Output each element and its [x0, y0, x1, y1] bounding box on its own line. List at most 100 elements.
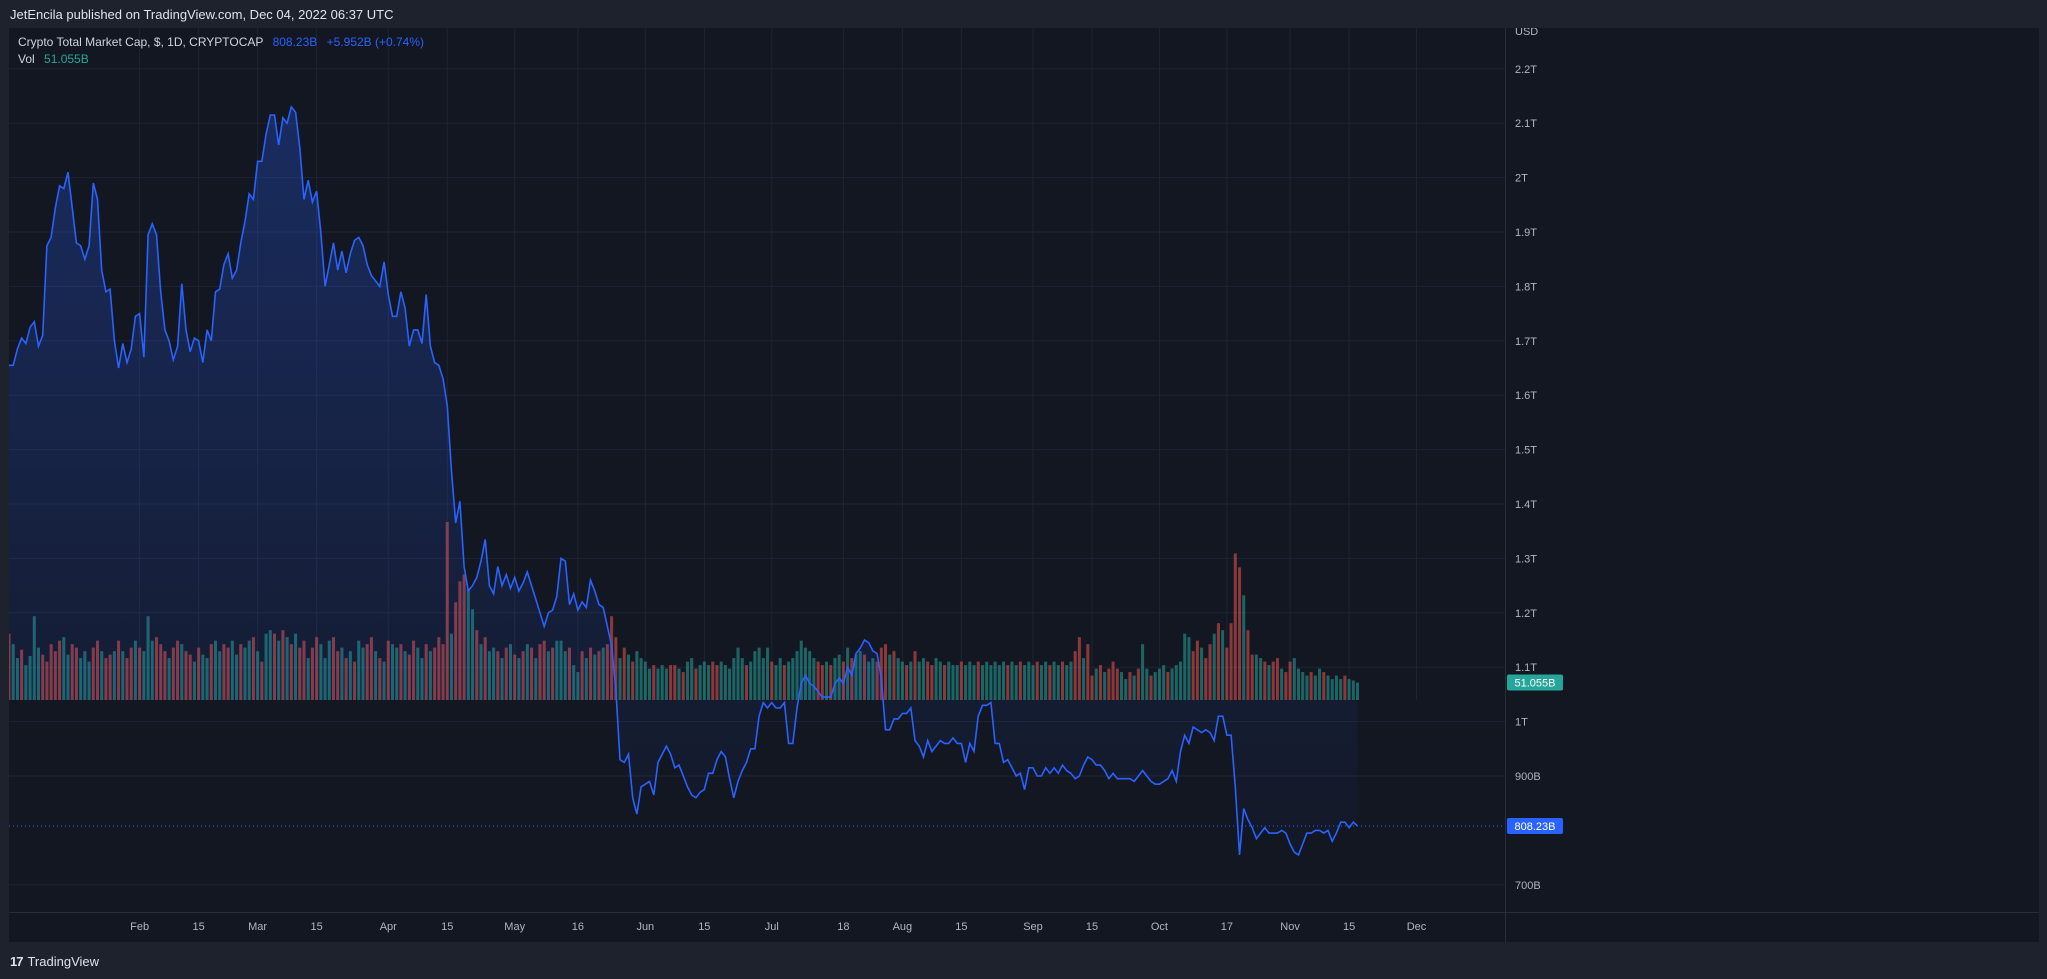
volume-legend[interactable]: Vol 51.055B [18, 52, 89, 66]
volume-bar [1275, 658, 1279, 700]
volume-bar [1339, 679, 1343, 700]
price-area-fill [9, 106, 1358, 855]
volume-bar [905, 665, 909, 700]
volume-bar [761, 658, 765, 700]
volume-bar [1237, 567, 1242, 700]
volume-bar [1208, 644, 1212, 700]
volume-bar [744, 665, 748, 700]
symbol-legend[interactable]: Crypto Total Market Cap, $, 1D, CRYPTOCA… [18, 35, 424, 49]
volume-bar [1115, 668, 1119, 700]
volume-bar [685, 661, 689, 700]
volume-bar [1061, 661, 1065, 700]
last-volume-badge [1507, 674, 1563, 691]
volume-bar [1031, 665, 1035, 700]
currency-label: USD [1515, 28, 1538, 38]
volume-bar [1124, 679, 1128, 700]
volume-bar [1002, 661, 1006, 700]
volume-bar [660, 665, 664, 700]
volume-bar [1073, 651, 1077, 700]
volume-bar [698, 665, 702, 700]
volume-bar [1120, 672, 1124, 700]
volume-bar [799, 640, 803, 700]
price-chart[interactable]: USD 700B 900B 1T 1.1T 1.2T 1.3T 1.4T 1.5T 1.6T 1.7… [9, 28, 2039, 942]
volume-bar [964, 665, 968, 700]
price-line [9, 105, 1359, 857]
volume-bar [1035, 661, 1039, 700]
volume-bar [715, 665, 719, 700]
price-tick-label: 1.7T [1515, 336, 1537, 348]
volume-bar [972, 665, 976, 700]
volume-bar [980, 665, 984, 700]
volume-bar [930, 665, 934, 700]
volume-bar [1284, 672, 1288, 700]
volume-bar [1200, 647, 1204, 700]
volume-bar [795, 651, 799, 700]
volume-bar [892, 651, 896, 700]
volume-bar [787, 661, 791, 700]
volume-bar [1330, 679, 1334, 700]
volume-bar [1094, 668, 1098, 700]
time-tick-label: 15 [1343, 921, 1355, 933]
volume-bar [1128, 672, 1132, 700]
volume-bar [1077, 637, 1081, 700]
time-tick-label: Feb [130, 921, 149, 933]
last-price-badge-text: 808.23B [1515, 821, 1556, 833]
volume-bar [652, 665, 656, 700]
volume-bar [1103, 672, 1107, 700]
tradingview-logo[interactable]: 17 TradingView [10, 954, 99, 969]
time-tick-label: 17 [1221, 921, 1233, 933]
volume-bar [934, 658, 938, 700]
volume-bar [707, 665, 711, 700]
footer: 17 TradingView [0, 942, 2047, 979]
chart-pane[interactable]: USD 700B 900B 1T 1.1T 1.2T 1.3T 1.4T 1.5T 1.6T 1.7… [9, 28, 2039, 942]
volume-bar [1183, 633, 1187, 700]
time-tick-label: 16 [572, 921, 584, 933]
volume-bar [1292, 658, 1296, 700]
volume-bar [888, 654, 892, 700]
volume-bar [1225, 647, 1229, 700]
volume-bar [1111, 661, 1115, 700]
time-tick-label: Oct [1151, 921, 1168, 933]
price-tick-label: 2.2T [1515, 64, 1537, 76]
volume-bar [1107, 668, 1111, 700]
volume-bar [1351, 680, 1355, 700]
volume-value: 51.055B [44, 52, 89, 66]
volume-bar [1170, 668, 1174, 700]
volume-bar [1334, 675, 1338, 700]
time-tick-label: Apr [380, 921, 397, 933]
volume-bar [1322, 672, 1326, 700]
volume-bar [943, 665, 947, 700]
volume-bar [1098, 665, 1102, 700]
time-tick-label: Jun [636, 921, 654, 933]
volume-bar [1023, 665, 1027, 700]
published-text: JetEncila published on TradingView.com, … [10, 7, 394, 22]
volume-bar [812, 658, 816, 700]
volume-bar [976, 661, 980, 700]
volume-bar [681, 672, 685, 700]
volume-bar [677, 668, 681, 700]
volume-bar [728, 668, 732, 700]
volume-bar [1267, 665, 1271, 700]
price-tick-label: 1.2T [1515, 608, 1537, 620]
price-tick-label: 2.1T [1515, 118, 1537, 130]
volume-bar [1162, 665, 1166, 700]
volume-bar [1301, 672, 1305, 700]
volume-bar [673, 665, 677, 700]
volume-bar [1174, 665, 1178, 700]
volume-bar [1178, 661, 1183, 700]
volume-bar [648, 668, 652, 700]
volume-bar [618, 658, 622, 700]
volume-bar [639, 658, 643, 700]
volume-bar [833, 658, 837, 700]
volume-bar [723, 665, 727, 700]
volume-bar [820, 665, 824, 700]
volume-bar [1347, 679, 1351, 700]
volume-bar [1056, 665, 1060, 700]
volume-bar [1326, 675, 1330, 700]
volume-bar [1086, 644, 1090, 700]
volume-bar [917, 661, 921, 700]
volume-bar [1136, 668, 1140, 700]
volume-bar [774, 665, 778, 700]
volume-bar [631, 661, 635, 700]
time-tick-label: Dec [1407, 921, 1427, 933]
